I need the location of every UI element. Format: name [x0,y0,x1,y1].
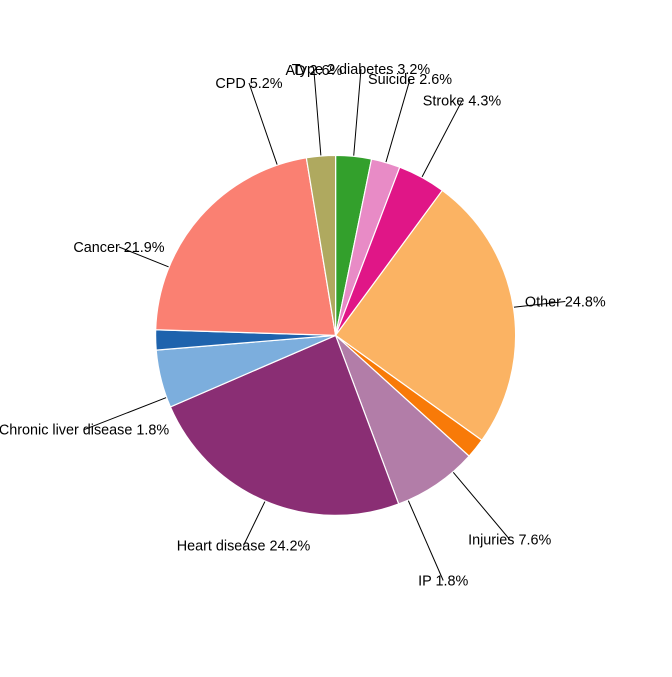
svg-text:Other 24.8%: Other 24.8% [525,294,606,310]
svg-text:Stroke 4.3%: Stroke 4.3% [423,94,502,110]
svg-text:Heart disease 24.2%: Heart disease 24.2% [177,538,311,554]
svg-text:AD 2.6%: AD 2.6% [286,63,343,79]
svg-text:Chronic liver disease 1.8%: Chronic liver disease 1.8% [0,423,169,439]
svg-text:CPD 5.2%: CPD 5.2% [215,76,282,92]
svg-text:Type 2 diabetes 3.2%: Type 2 diabetes 3.2% [292,62,431,78]
svg-text:Cancer 21.9%: Cancer 21.9% [73,240,164,256]
svg-text:Injuries 7.6%: Injuries 7.6% [468,532,551,548]
svg-text:IP 1.8%: IP 1.8% [418,573,468,589]
svg-text:Suicide 2.6%: Suicide 2.6% [368,72,452,88]
